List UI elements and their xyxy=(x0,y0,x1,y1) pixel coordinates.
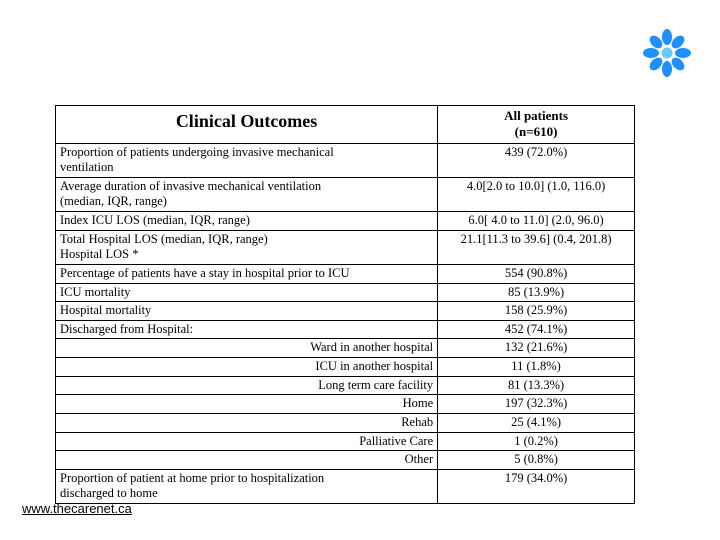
table-row: ICU mortality85 (13.9%) xyxy=(56,283,635,302)
row-value: 21.1[11.3 to 39.6] (0.4, 201.8) xyxy=(438,230,635,264)
row-label: Index ICU LOS (median, IQR, range) xyxy=(56,212,438,231)
row-label: Long term care facility xyxy=(56,376,438,395)
footer-website-link[interactable]: www.thecarenet.ca xyxy=(22,501,132,516)
table-row: Palliative Care1 (0.2%) xyxy=(56,432,635,451)
table-row: Long term care facility81 (13.3%) xyxy=(56,376,635,395)
row-label: Proportion of patients undergoing invasi… xyxy=(56,143,438,177)
table-row: Hospital mortality158 (25.9%) xyxy=(56,302,635,321)
row-label: Other xyxy=(56,451,438,470)
row-label: Hospital mortality xyxy=(56,302,438,321)
row-label: Average duration of invasive mechanical … xyxy=(56,177,438,211)
row-value: 439 (72.0%) xyxy=(438,143,635,177)
row-value: 179 (34.0%) xyxy=(438,469,635,503)
row-value: 6.0[ 4.0 to 11.0] (2.0, 96.0) xyxy=(438,212,635,231)
row-value: 11 (1.8%) xyxy=(438,358,635,377)
table-header-allpatients: All patients (n=610) xyxy=(438,106,635,144)
row-label: Discharged from Hospital: xyxy=(56,320,438,339)
row-value: 25 (4.1%) xyxy=(438,413,635,432)
row-label: Palliative Care xyxy=(56,432,438,451)
row-label: Percentage of patients have a stay in ho… xyxy=(56,264,438,283)
row-label: Rehab xyxy=(56,413,438,432)
row-label: Total Hospital LOS (median, IQR, range)H… xyxy=(56,230,438,264)
table-row: ICU in another hospital11 (1.8%) xyxy=(56,358,635,377)
row-label: ICU in another hospital xyxy=(56,358,438,377)
brand-logo xyxy=(642,28,692,78)
table-row: Index ICU LOS (median, IQR, range)6.0[ 4… xyxy=(56,212,635,231)
row-value: 81 (13.3%) xyxy=(438,376,635,395)
row-value: 5 (0.8%) xyxy=(438,451,635,470)
table-row: Percentage of patients have a stay in ho… xyxy=(56,264,635,283)
table-header-outcomes: Clinical Outcomes xyxy=(56,106,438,144)
header-right-line2: (n=610) xyxy=(515,124,558,139)
row-label: Home xyxy=(56,395,438,414)
table-row: Other5 (0.8%) xyxy=(56,451,635,470)
header-right-line1: All patients xyxy=(504,108,568,123)
snowflake-icon xyxy=(643,29,691,77)
row-value: 4.0[2.0 to 10.0] (1.0, 116.0) xyxy=(438,177,635,211)
table-row: Rehab25 (4.1%) xyxy=(56,413,635,432)
row-label: Ward in another hospital xyxy=(56,339,438,358)
row-value: 158 (25.9%) xyxy=(438,302,635,321)
row-value: 132 (21.6%) xyxy=(438,339,635,358)
row-value: 554 (90.8%) xyxy=(438,264,635,283)
row-value: 452 (74.1%) xyxy=(438,320,635,339)
row-label: Proportion of patient at home prior to h… xyxy=(56,469,438,503)
table-row: Total Hospital LOS (median, IQR, range)H… xyxy=(56,230,635,264)
row-value: 1 (0.2%) xyxy=(438,432,635,451)
table-row: Discharged from Hospital:452 (74.1%) xyxy=(56,320,635,339)
table-row: Proportion of patient at home prior to h… xyxy=(56,469,635,503)
table-row: Ward in another hospital132 (21.6%) xyxy=(56,339,635,358)
table-row: Proportion of patients undergoing invasi… xyxy=(56,143,635,177)
table-row: Home197 (32.3%) xyxy=(56,395,635,414)
row-value: 85 (13.9%) xyxy=(438,283,635,302)
clinical-outcomes-table: Clinical Outcomes All patients (n=610) P… xyxy=(55,105,635,504)
row-label: ICU mortality xyxy=(56,283,438,302)
row-value: 197 (32.3%) xyxy=(438,395,635,414)
table-row: Average duration of invasive mechanical … xyxy=(56,177,635,211)
